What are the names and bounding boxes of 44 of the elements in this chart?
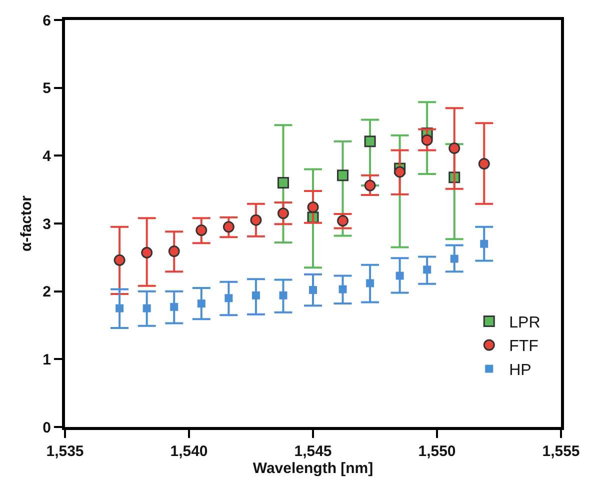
point [250,214,262,226]
x-tick-label: 1,545 [294,443,332,460]
point [337,170,349,182]
point [423,266,432,274]
point [114,254,126,266]
point [307,201,319,213]
y-tick-label: 0 [42,419,51,436]
point [366,279,374,288]
x-tick-label: 1,550 [418,443,456,460]
y-axis-title: α-factor [18,195,35,252]
point [252,291,260,300]
point [196,224,208,236]
point [224,294,233,302]
point [309,286,317,294]
point [396,272,404,280]
point [421,134,433,146]
y-tick-label: 6 [42,12,51,30]
point [141,246,153,258]
point [170,302,178,311]
y-tick-label: 4 [42,148,52,165]
y-tick-label: 1 [42,351,51,368]
y-tick-label: 2 [42,284,51,301]
point [448,142,460,154]
x-axis-title: Wavelength [nm] [252,460,374,477]
point [277,208,289,220]
point [338,285,347,294]
point [168,246,180,258]
point [116,304,124,312]
legend-label: HP [509,362,532,380]
legend-label: LPR [509,314,540,332]
y-tick-label: 3 [42,216,51,233]
x-tick-label: 1,555 [542,443,580,460]
x-tick-label: 1,535 [46,443,84,460]
point [279,291,288,300]
point [394,166,406,178]
x-tick-label: 1,540 [170,443,208,460]
point [197,300,206,308]
point [478,158,490,170]
point [364,136,376,148]
point [450,254,458,263]
point [142,304,151,312]
point [277,177,289,189]
point [480,240,488,248]
y-tick-label: 5 [42,80,51,98]
